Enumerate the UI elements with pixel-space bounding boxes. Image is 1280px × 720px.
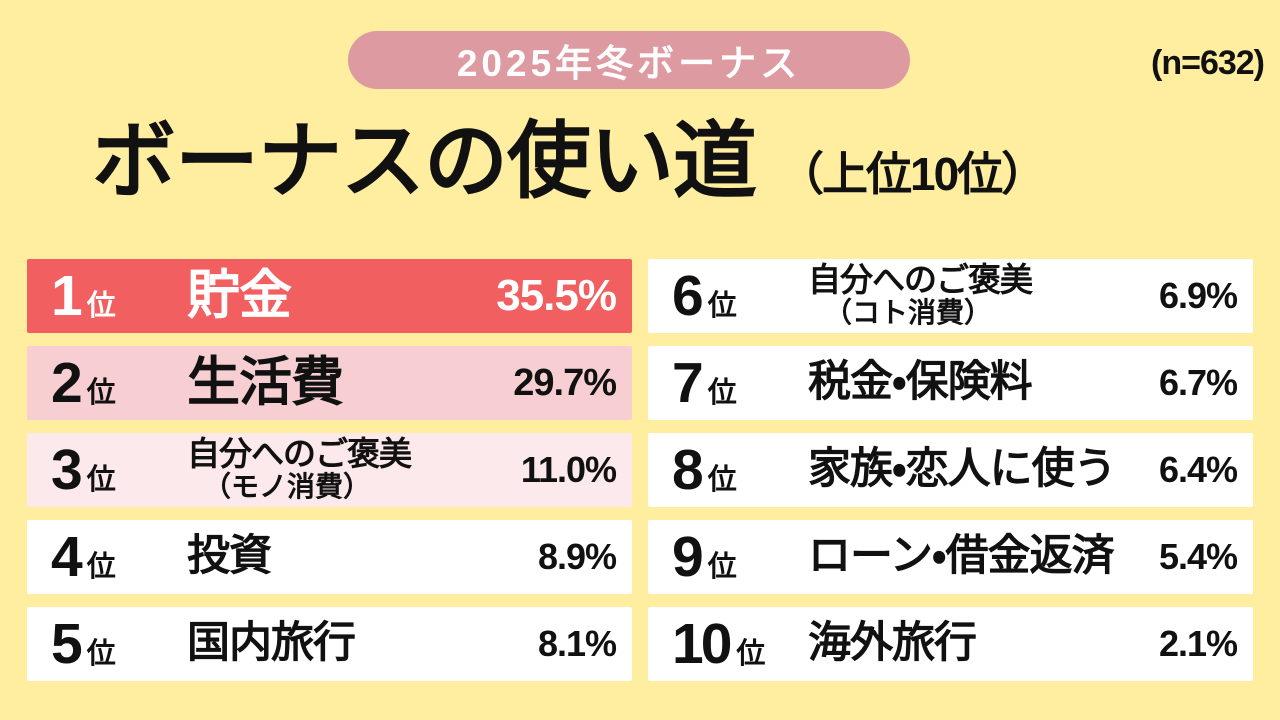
percentage-value: 8.9% xyxy=(537,536,617,577)
title-row: ボーナスの使い道 （上位10位） xyxy=(92,94,1192,215)
ranking-column-left: 1 位貯金 35.5% 2 位生活費 29.7% 3 位自分へのご褒美 （モノ消費） 11.0% 4… xyxy=(27,259,632,694)
rank-suffix: 位 xyxy=(707,550,737,583)
page-title: ボーナスの使い道 xyxy=(92,114,757,208)
rank-number: 9 xyxy=(672,524,704,589)
percentage-value: 6.7% xyxy=(1158,362,1238,403)
survey-period-badge: 2025年冬ボーナス xyxy=(348,31,910,89)
rank-row-4: 4 位投資 8.9% xyxy=(27,520,632,594)
survey-period-label: 2025年冬ボーナス xyxy=(456,43,802,84)
rank-number: 2 xyxy=(51,350,83,415)
percentage-value: 35.5% xyxy=(496,271,617,320)
rank-number: 3 xyxy=(51,437,83,502)
rank-row-10: 10 位海外旅行 2.1% xyxy=(648,607,1253,681)
category-label: 貯金 xyxy=(187,266,292,326)
rank-suffix: 位 xyxy=(86,289,116,322)
rank-group: 10 位 xyxy=(672,611,792,676)
rank-number: 5 xyxy=(51,611,83,676)
percentage-value: 6.9% xyxy=(1158,275,1238,316)
rank-number: 7 xyxy=(672,350,704,415)
category-label: ローン・借金返済 xyxy=(808,532,1114,581)
label-block: 投資 xyxy=(187,532,272,581)
percentage-value: 8.1% xyxy=(537,623,617,664)
category-label: 投資 xyxy=(187,532,272,581)
category-label: 生活費 xyxy=(187,353,344,413)
label-block: ローン・借金返済 xyxy=(808,532,1114,581)
rank-row-8: 8 位家族・恋人に使う 6.4% xyxy=(648,433,1253,507)
rank-suffix: 位 xyxy=(707,463,737,496)
category-label: 国内旅行 xyxy=(187,619,356,668)
label-block: 生活費 xyxy=(187,353,344,413)
rank-suffix: 位 xyxy=(86,463,116,496)
category-label: 自分へのご褒美 xyxy=(808,261,1033,299)
label-block: 海外旅行 xyxy=(808,619,977,668)
label-block: 自分へのご褒美 （モノ消費） xyxy=(187,435,412,502)
category-label: 海外旅行 xyxy=(808,619,977,668)
rank-suffix: 位 xyxy=(86,376,116,409)
rank-number: 10 xyxy=(672,611,732,676)
rank-row-3: 3 位自分へのご褒美 （モノ消費） 11.0% xyxy=(27,433,632,507)
rank-row-7: 7 位税金・保険料 6.7% xyxy=(648,346,1253,420)
rank-row-9: 9 位ローン・借金返済 5.4% xyxy=(648,520,1253,594)
label-block: 国内旅行 xyxy=(187,619,356,668)
rank-number: 6 xyxy=(672,263,704,328)
ranking-columns: 1 位貯金 35.5% 2 位生活費 29.7% 3 位自分へのご褒美 （モノ消費） 11.0% 4… xyxy=(27,259,1253,694)
percentage-value: 5.4% xyxy=(1158,536,1238,577)
percentage-value: 11.0% xyxy=(520,449,617,490)
ranking-column-right: 6 位自分へのご褒美 （コト消費） 6.9% 7 位税金・保険料 6.7% 8 位家族・恋人に使… xyxy=(648,259,1253,694)
rank-row-5: 5 位国内旅行 8.1% xyxy=(27,607,632,681)
rank-number: 1 xyxy=(51,263,83,328)
rank-suffix: 位 xyxy=(707,376,737,409)
label-block: 家族・恋人に使う xyxy=(808,445,1117,494)
page-subtitle: （上位10位） xyxy=(778,148,1047,200)
category-label: 自分へのご褒美 xyxy=(187,435,412,473)
rank-number: 8 xyxy=(672,437,704,502)
rank-number: 4 xyxy=(51,524,83,589)
category-label: 家族・恋人に使う xyxy=(808,445,1117,494)
rank-row-6: 6 位自分へのご褒美 （コト消費） 6.9% xyxy=(648,259,1253,333)
label-block: 税金・保険料 xyxy=(808,358,1033,407)
rank-row-1: 1 位貯金 35.5% xyxy=(27,259,632,333)
rank-suffix: 位 xyxy=(86,637,116,670)
label-block: 自分へのご褒美 （コト消費） xyxy=(808,261,1033,328)
sample-size-label: (n=632) xyxy=(1151,44,1265,82)
category-label: 税金・保険料 xyxy=(808,358,1033,407)
rank-suffix: 位 xyxy=(86,550,116,583)
label-block: 貯金 xyxy=(187,266,292,326)
percentage-value: 29.7% xyxy=(513,361,617,404)
rank-row-2: 2 位生活費 29.7% xyxy=(27,346,632,420)
category-sublabel: （コト消費） xyxy=(824,296,993,328)
rank-suffix: 位 xyxy=(736,637,766,670)
category-sublabel: （モノ消費） xyxy=(203,470,372,502)
percentage-value: 6.4% xyxy=(1158,449,1238,490)
rank-suffix: 位 xyxy=(707,289,737,322)
percentage-value: 2.1% xyxy=(1158,623,1238,664)
